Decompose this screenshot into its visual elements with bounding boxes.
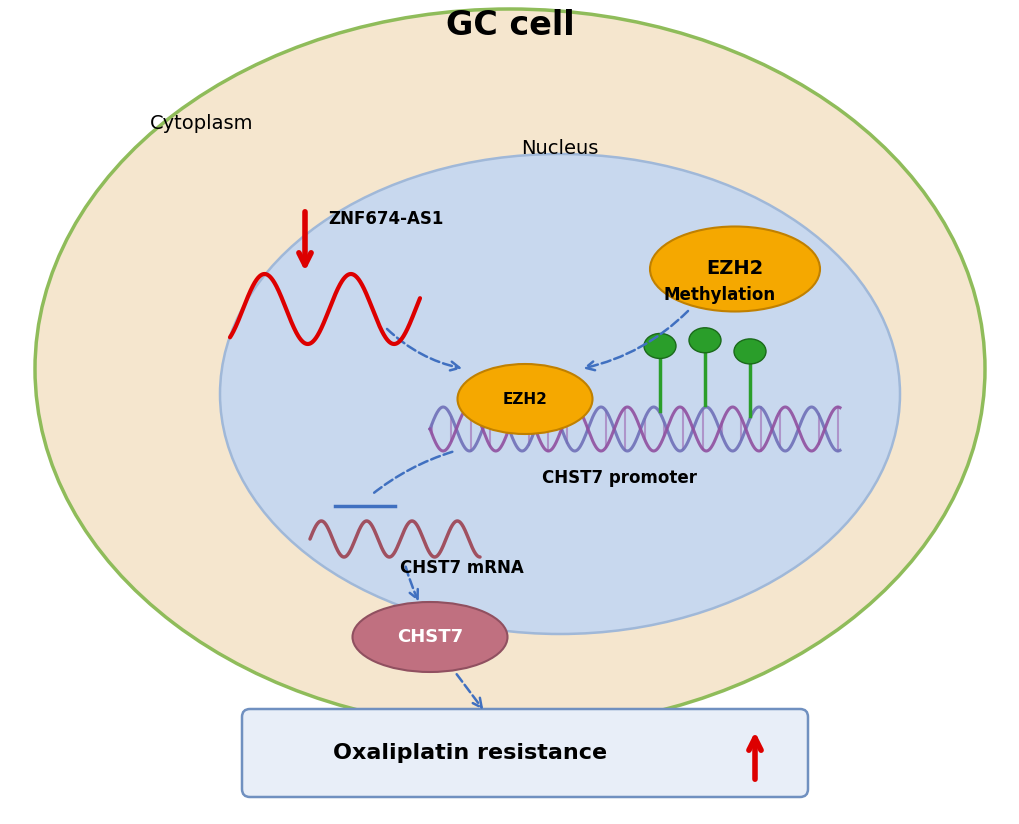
Text: CHST7 mRNA: CHST7 mRNA	[399, 559, 523, 577]
Ellipse shape	[643, 334, 676, 358]
Ellipse shape	[458, 364, 592, 434]
Text: GC cell: GC cell	[445, 9, 574, 42]
Ellipse shape	[688, 328, 720, 353]
Text: ZNF674-AS1: ZNF674-AS1	[328, 210, 443, 228]
Ellipse shape	[220, 154, 899, 634]
Text: EZH2: EZH2	[502, 391, 547, 406]
Ellipse shape	[35, 9, 984, 729]
Text: CHST7: CHST7	[396, 628, 463, 646]
Text: Nucleus: Nucleus	[521, 139, 598, 158]
Text: EZH2: EZH2	[706, 260, 763, 279]
Ellipse shape	[649, 227, 819, 311]
Text: Methylation: Methylation	[663, 286, 775, 304]
FancyBboxPatch shape	[242, 709, 807, 797]
Ellipse shape	[734, 339, 765, 364]
Ellipse shape	[353, 602, 507, 672]
Text: CHST7 promoter: CHST7 promoter	[542, 469, 697, 487]
Text: Oxaliplatin resistance: Oxaliplatin resistance	[332, 743, 606, 763]
Text: Cytoplasm: Cytoplasm	[150, 114, 254, 133]
